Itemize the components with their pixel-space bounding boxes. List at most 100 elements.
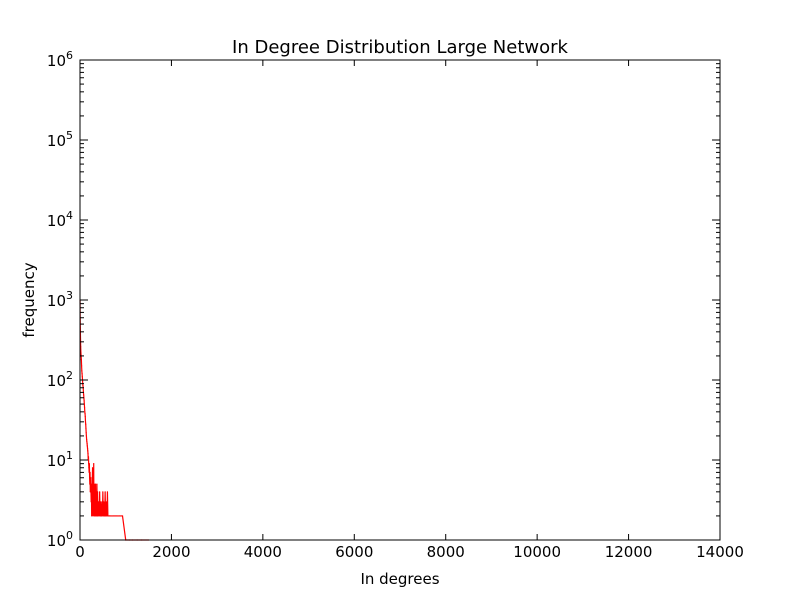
data-point: [91, 467, 94, 469]
data-point: [96, 501, 98, 503]
data-point: [115, 515, 117, 517]
data-point: [111, 515, 113, 517]
data-point: [83, 394, 85, 396]
tick-labels-layer: 0 2000 4000 6000 8000 10000 12000 14000 100 101 10…: [47, 49, 744, 561]
data-point: [117, 515, 119, 517]
chart-title: In Degree Distribution Large Network: [232, 37, 569, 58]
data-point: [91, 477, 93, 479]
data-point: [87, 450, 89, 452]
data-point: [90, 501, 92, 503]
data-point: [96, 483, 98, 485]
y-axis-label: frequency: [20, 262, 38, 337]
y-tick-label: 103: [47, 289, 73, 310]
data-point: [91, 491, 93, 493]
data-point: [110, 515, 112, 517]
y-tick-label: 102: [47, 369, 73, 390]
data-point: [84, 421, 87, 423]
x-tick-label: 10000: [513, 543, 561, 561]
data-point: [90, 491, 92, 493]
data-point: [102, 491, 104, 493]
data-point: [113, 515, 115, 517]
data-point: [89, 477, 91, 479]
data-point: [84, 413, 86, 415]
x-tick-label: 12000: [605, 543, 653, 561]
data-point: [94, 491, 96, 493]
data-point: [109, 515, 111, 517]
data-point: [99, 491, 101, 493]
data-point: [97, 491, 99, 493]
data-point: [104, 491, 106, 493]
data-point: [86, 445, 88, 447]
data-point: [105, 501, 108, 503]
data-point: [88, 471, 90, 473]
data-point: [120, 515, 122, 517]
data-point: [93, 501, 95, 503]
y-tick-label: 101: [47, 449, 73, 470]
y-tick-label: 105: [47, 129, 73, 150]
data-point: [84, 415, 86, 418]
data-point: [118, 515, 120, 517]
data-point: [92, 501, 94, 503]
data-point: [107, 515, 109, 517]
data-point: [81, 376, 83, 378]
data-point: [99, 515, 101, 517]
x-tick-label: 4000: [244, 543, 282, 561]
data-point: [86, 447, 89, 449]
data-point: [85, 427, 87, 429]
data-point: [85, 435, 87, 437]
data-point: [80, 352, 82, 354]
data-point: [87, 456, 90, 458]
y-tick-label: 106: [47, 49, 73, 70]
data-point: [101, 515, 103, 517]
data-point: [102, 515, 104, 517]
data-point: [89, 483, 92, 485]
data-point: [83, 403, 85, 405]
data-point: [98, 515, 100, 517]
data-point: [92, 483, 94, 485]
y-tick-label: 104: [47, 209, 73, 230]
data-point: [83, 400, 85, 402]
y-tick-label: 100: [47, 529, 73, 550]
data-point: [121, 515, 124, 517]
data-point: [81, 365, 83, 367]
data-point: [82, 385, 84, 387]
data-point: [115, 515, 118, 517]
data-point: [81, 370, 83, 372]
data-point: [84, 411, 86, 413]
data-point: [86, 438, 88, 441]
data-point: [91, 501, 93, 503]
data-point: [105, 515, 107, 517]
data-point: [80, 358, 82, 361]
data-point: [97, 515, 99, 517]
data-point: [94, 483, 97, 485]
x-tick-label: 2000: [152, 543, 190, 561]
data-point: [95, 491, 97, 493]
data-point: [99, 501, 102, 503]
x-axis-label: In degrees: [360, 570, 439, 588]
data-point: [87, 453, 89, 455]
data-point: [91, 515, 93, 517]
x-tick-label: 14000: [696, 543, 744, 561]
data-point: [89, 471, 91, 473]
data-point: [93, 483, 95, 485]
data-point: [106, 515, 108, 517]
data-point: [100, 515, 103, 517]
data-point: [112, 515, 114, 517]
data-point: [88, 463, 90, 465]
data-point: [103, 501, 105, 503]
data-point: [81, 373, 83, 375]
data-point: [88, 467, 90, 469]
x-tick-label: 8000: [427, 543, 465, 561]
data-point: [92, 491, 95, 493]
series-line-0: [79, 299, 149, 541]
data-point: [98, 501, 100, 503]
plot-frame: [79, 59, 721, 541]
data-point: [86, 440, 88, 443]
data-point: [85, 423, 87, 425]
data-point: [90, 477, 92, 479]
data-point: [83, 407, 86, 409]
x-tick-label: 6000: [335, 543, 373, 561]
data-point: [90, 483, 93, 485]
